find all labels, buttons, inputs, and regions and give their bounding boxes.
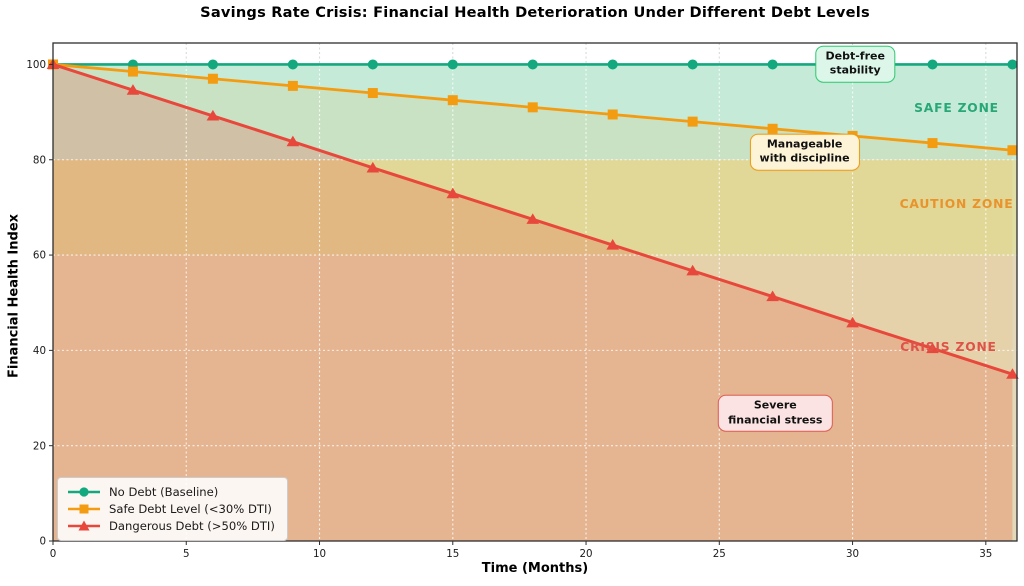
marker-square	[607, 109, 618, 120]
y-tick-label: 0	[39, 536, 46, 548]
marker-triangle	[286, 135, 300, 147]
marker-circle	[607, 59, 618, 70]
x-tick-label: 10	[313, 548, 326, 560]
marker-triangle	[846, 316, 859, 328]
legend-item-label: Safe Debt Level (<30% DTI)	[109, 502, 272, 516]
marker-triangle	[686, 264, 699, 276]
x-tick-label: 15	[446, 548, 459, 560]
marker-circle	[687, 59, 698, 70]
marker-square	[847, 130, 858, 141]
marker-triangle	[126, 84, 140, 95]
marker-circle	[447, 59, 458, 70]
plot-border	[52, 42, 1018, 542]
marker-circle	[207, 59, 218, 70]
legend-item-label: No Debt (Baseline)	[109, 485, 219, 499]
legend-swatch-square-icon	[68, 504, 100, 514]
legend: No Debt (Baseline) Safe Debt Level (<30% …	[57, 477, 288, 541]
legend-item: No Debt (Baseline)	[67, 485, 275, 499]
marker-circle	[367, 59, 378, 70]
y-tick-label: 40	[33, 345, 46, 357]
marker-circle	[527, 59, 538, 70]
marker-square	[687, 116, 698, 127]
marker-square	[767, 123, 778, 134]
marker-square	[207, 73, 218, 84]
x-tick-label: 0	[50, 548, 57, 560]
marker-triangle	[526, 213, 540, 224]
marker-triangle	[926, 342, 939, 354]
marker-square	[367, 88, 378, 99]
legend-swatch-triangle-icon	[68, 520, 100, 531]
x-tick-label: 5	[183, 548, 190, 560]
marker-circle	[927, 59, 938, 70]
marker-triangle	[446, 187, 460, 199]
zone-band-1	[53, 159, 1017, 256]
y-tick-label: 60	[33, 250, 46, 262]
marker-square	[287, 80, 298, 91]
legend-item: Dangerous Debt (>50% DTI)	[67, 519, 275, 533]
marker-triangle	[766, 290, 779, 302]
marker-circle	[767, 59, 778, 70]
marker-triangle	[606, 239, 619, 250]
y-tick-label: 80	[33, 154, 46, 166]
x-tick-label: 25	[713, 548, 726, 560]
zone-label: CAUTION ZONE	[900, 197, 1014, 211]
axis-label-x: Time (Months)	[481, 561, 589, 576]
y-tick-label: 100	[26, 59, 46, 71]
marker-circle	[847, 59, 858, 70]
x-tick-label: 35	[979, 548, 992, 560]
zone-label: CRISIS ZONE	[900, 340, 997, 354]
y-tick-label: 20	[33, 440, 46, 452]
legend-item: Safe Debt Level (<30% DTI)	[67, 502, 275, 516]
marker-square	[927, 138, 938, 149]
marker-square	[447, 95, 458, 106]
legend-item-label: Dangerous Debt (>50% DTI)	[109, 519, 275, 533]
x-tick-label: 30	[846, 548, 859, 560]
marker-square	[527, 102, 538, 113]
marker-square	[127, 66, 138, 77]
legend-swatch-circle-icon	[68, 487, 100, 497]
marker-triangle	[206, 109, 220, 121]
marker-circle	[1007, 59, 1018, 70]
zone-label: SAFE ZONE	[914, 101, 999, 115]
chart-title: Savings Rate Crisis: Financial Health De…	[200, 4, 870, 21]
marker-triangle	[1006, 368, 1019, 379]
marker-square	[1007, 145, 1018, 156]
marker-circle	[287, 59, 298, 70]
marker-triangle	[366, 161, 380, 173]
x-tick-label: 20	[579, 548, 592, 560]
